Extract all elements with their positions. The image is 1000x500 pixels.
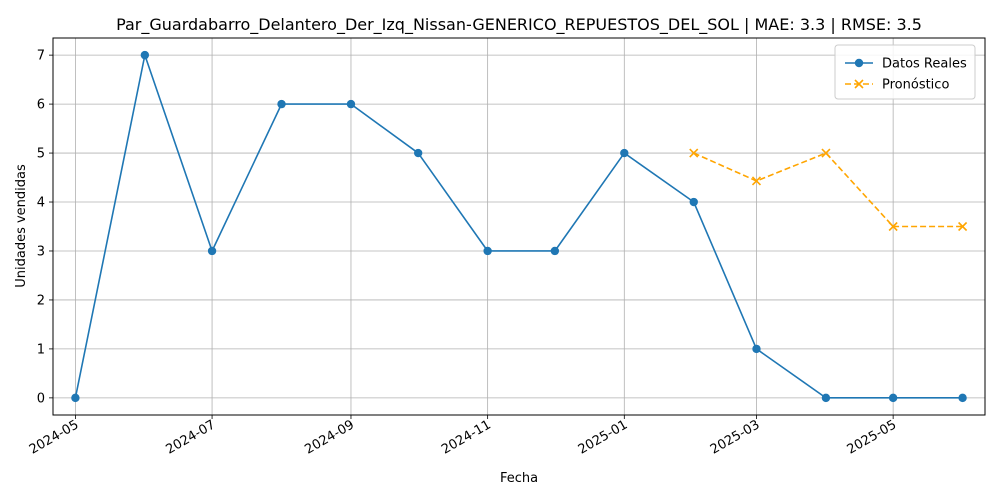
legend-label: Pronóstico	[882, 78, 949, 93]
series-2	[689, 148, 968, 232]
x-tick-label: 2024-05	[27, 417, 82, 457]
y-tick-label: 2	[37, 293, 45, 308]
y-axis-label: Unidades vendidas	[14, 164, 29, 288]
plot-frame	[52, 37, 986, 416]
data-point	[550, 246, 560, 256]
y-tick-label: 1	[37, 342, 45, 357]
data-point	[346, 99, 356, 109]
marker-stroke	[821, 148, 831, 158]
chart-title: Par_Guardabarro_Delantero_Der_Izq_Nissan…	[116, 15, 922, 35]
data-point	[689, 148, 699, 158]
data-point	[752, 344, 761, 354]
data-point	[958, 221, 968, 232]
ticks-layer: 0 1 2 3 4 5 6 7 2024-05 2024-07 2024-09 2024-11 2025…	[27, 49, 899, 458]
marker-stroke	[888, 221, 898, 232]
data-point	[620, 148, 629, 158]
marker-stroke	[958, 221, 968, 232]
y-tick-label: 7	[37, 49, 45, 64]
legend: Datos Reales Pronóstico	[834, 44, 976, 100]
x-tick-label: 2024-09	[302, 417, 357, 457]
data-point	[821, 148, 831, 158]
data-point	[751, 176, 762, 186]
y-tick-label: 6	[37, 98, 45, 113]
data-point	[888, 393, 898, 403]
series-line	[693, 152, 963, 228]
x-tick-label: 2024-11	[439, 417, 494, 457]
data-point	[207, 246, 217, 256]
y-tick-label: 0	[37, 391, 45, 406]
x-axis-label: Fecha	[500, 471, 538, 486]
data-point	[689, 197, 698, 207]
data-point	[140, 50, 150, 60]
data-point	[277, 99, 286, 109]
data-point	[821, 393, 831, 403]
data-point	[71, 393, 80, 403]
legend-box	[834, 44, 976, 100]
data-point	[888, 221, 898, 232]
x-tick-label: 2025-01	[576, 417, 631, 457]
data-point	[958, 393, 967, 403]
marker-stroke	[689, 148, 699, 158]
marker-stroke	[854, 79, 864, 89]
x-tick-label: 2025-05	[845, 417, 900, 457]
legend-marker	[854, 58, 864, 68]
series-1	[71, 50, 967, 403]
legend-label: Datos Reales	[882, 57, 967, 72]
y-tick-label: 5	[37, 147, 45, 162]
marker-stroke	[751, 176, 762, 186]
x-tick-label: 2025-03	[708, 417, 763, 457]
y-tick-label: 4	[37, 196, 45, 211]
data-point	[483, 246, 492, 256]
y-tick-label: 3	[37, 244, 45, 259]
legend-marker	[854, 79, 864, 89]
series-line	[74, 54, 963, 399]
series-layer	[71, 50, 968, 403]
data-point	[413, 148, 423, 158]
x-tick-label: 2024-07	[164, 417, 219, 457]
